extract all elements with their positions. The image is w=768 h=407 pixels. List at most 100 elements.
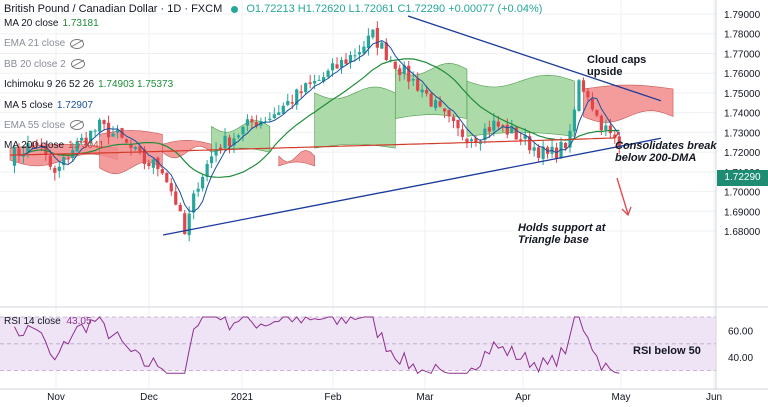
cloud-bullish bbox=[314, 86, 396, 149]
indicator-item[interactable]: MA 200 close 1.73041 bbox=[4, 139, 104, 153]
candle-down bbox=[102, 120, 106, 125]
candle-up bbox=[330, 63, 335, 71]
candle-down bbox=[165, 172, 169, 183]
candle-up bbox=[353, 55, 357, 57]
candle-up bbox=[313, 80, 317, 84]
candle-up bbox=[281, 105, 285, 114]
candle-down bbox=[156, 157, 160, 170]
indicator-value: 1.73041 bbox=[68, 140, 105, 152]
price-tick-label: 1.68000 bbox=[724, 227, 761, 238]
indicator-item[interactable]: EMA 55 close bbox=[4, 119, 85, 133]
candle-up bbox=[57, 166, 61, 171]
candle-down bbox=[160, 169, 164, 174]
candle-down bbox=[398, 68, 402, 75]
time-tick-label: Mar bbox=[416, 392, 434, 403]
time-tick-label: Apr bbox=[515, 392, 531, 403]
candle-down bbox=[53, 167, 57, 173]
candle-up bbox=[80, 137, 84, 141]
indicator-label: MA 5 close bbox=[4, 99, 53, 111]
time-tick-label: May bbox=[612, 392, 631, 403]
candle-up bbox=[366, 35, 370, 49]
candle-down bbox=[442, 108, 447, 112]
price-tick-label: 1.76000 bbox=[724, 69, 761, 80]
candle-down bbox=[451, 117, 456, 122]
chart-header: British Pound / Canadian Dollar · 1D · F… bbox=[0, 1, 542, 17]
indicator-item[interactable]: MA 5 close 1.72907 bbox=[4, 99, 93, 113]
candle-up bbox=[371, 29, 375, 38]
candle-down bbox=[178, 205, 182, 212]
candle-up bbox=[196, 188, 200, 192]
ma20-line bbox=[18, 58, 620, 178]
symbol-title[interactable]: British Pound / Canadian Dollar · 1D · F… bbox=[4, 3, 223, 15]
indicator-item[interactable]: MA 20 close 1.73181 bbox=[4, 17, 99, 31]
candle-down bbox=[84, 137, 88, 145]
indicator-label: MA 20 close bbox=[4, 18, 59, 29]
candle-up bbox=[214, 149, 218, 156]
candle-up bbox=[577, 80, 581, 112]
time-axis: Nov Dec 2021 Feb Mar Apr May Jun bbox=[47, 392, 722, 403]
candle-down bbox=[599, 115, 603, 131]
triangle-trendlines bbox=[162, 15, 662, 236]
candle-down bbox=[586, 91, 590, 98]
rsi-legend: RSI 14 close 43.05 bbox=[4, 316, 92, 327]
candle-down bbox=[308, 82, 312, 84]
candle-down bbox=[407, 65, 411, 82]
candle-down bbox=[138, 146, 142, 152]
price-tick-label: 1.77000 bbox=[724, 49, 761, 60]
candle-down bbox=[505, 124, 509, 135]
candle-up bbox=[357, 52, 362, 55]
price-tick-label: 1.70000 bbox=[724, 188, 761, 199]
candle-up bbox=[89, 130, 93, 144]
eye-hidden-icon[interactable] bbox=[70, 120, 85, 131]
candle-down bbox=[496, 121, 500, 127]
candle-down bbox=[48, 155, 52, 167]
candle-up bbox=[93, 130, 97, 132]
candle-up bbox=[532, 147, 536, 151]
candle-down bbox=[183, 213, 187, 235]
candle-down bbox=[299, 91, 303, 94]
candle-down bbox=[384, 42, 388, 61]
candle-down bbox=[465, 138, 469, 143]
candle-down bbox=[590, 98, 594, 110]
candle-up bbox=[192, 193, 196, 213]
candle-up bbox=[133, 146, 138, 150]
ma5-line bbox=[18, 39, 620, 212]
candle-down bbox=[290, 102, 294, 104]
candle-up bbox=[245, 119, 250, 126]
candle-down bbox=[375, 28, 379, 48]
candle-down bbox=[519, 139, 523, 141]
candle-down bbox=[613, 134, 617, 138]
candle-up bbox=[492, 120, 496, 131]
candle-down bbox=[169, 183, 173, 192]
indicator-value: 1.72907 bbox=[56, 99, 94, 111]
candle-up bbox=[469, 139, 474, 142]
candle-down bbox=[129, 144, 133, 148]
candle-down bbox=[425, 89, 429, 94]
annotation-line: Consolidates break bbox=[615, 140, 717, 152]
candle-down bbox=[528, 136, 532, 151]
cloud-bullish bbox=[466, 74, 575, 137]
rsi-pane bbox=[0, 316, 716, 375]
candle-down bbox=[250, 119, 254, 123]
candle-down bbox=[501, 125, 505, 127]
annotation-consolidates: Consolidates break below 200-DMA bbox=[615, 140, 716, 164]
candle-up bbox=[111, 133, 115, 137]
candle-down bbox=[335, 64, 339, 69]
indicator-item[interactable]: BB 20 close 2 bbox=[4, 58, 85, 72]
candle-up bbox=[75, 141, 79, 152]
ma200-line bbox=[9, 131, 620, 156]
indicator-item[interactable]: Ichimoku 9 26 52 26 1.74903 1.75373 bbox=[4, 78, 173, 92]
eye-hidden-icon[interactable] bbox=[70, 38, 85, 49]
eye-hidden-icon[interactable] bbox=[70, 59, 85, 70]
candle-up bbox=[510, 126, 514, 134]
candle-down bbox=[254, 122, 258, 127]
time-tick-label: Dec bbox=[140, 392, 158, 403]
rsi-line bbox=[14, 316, 620, 375]
indicator-item[interactable]: EMA 21 close bbox=[4, 37, 85, 51]
candle-down bbox=[66, 158, 70, 160]
candle-up bbox=[362, 46, 366, 54]
price-tick-label: 1.75000 bbox=[724, 89, 761, 100]
candle-up bbox=[304, 83, 308, 93]
candle-up bbox=[411, 78, 415, 81]
